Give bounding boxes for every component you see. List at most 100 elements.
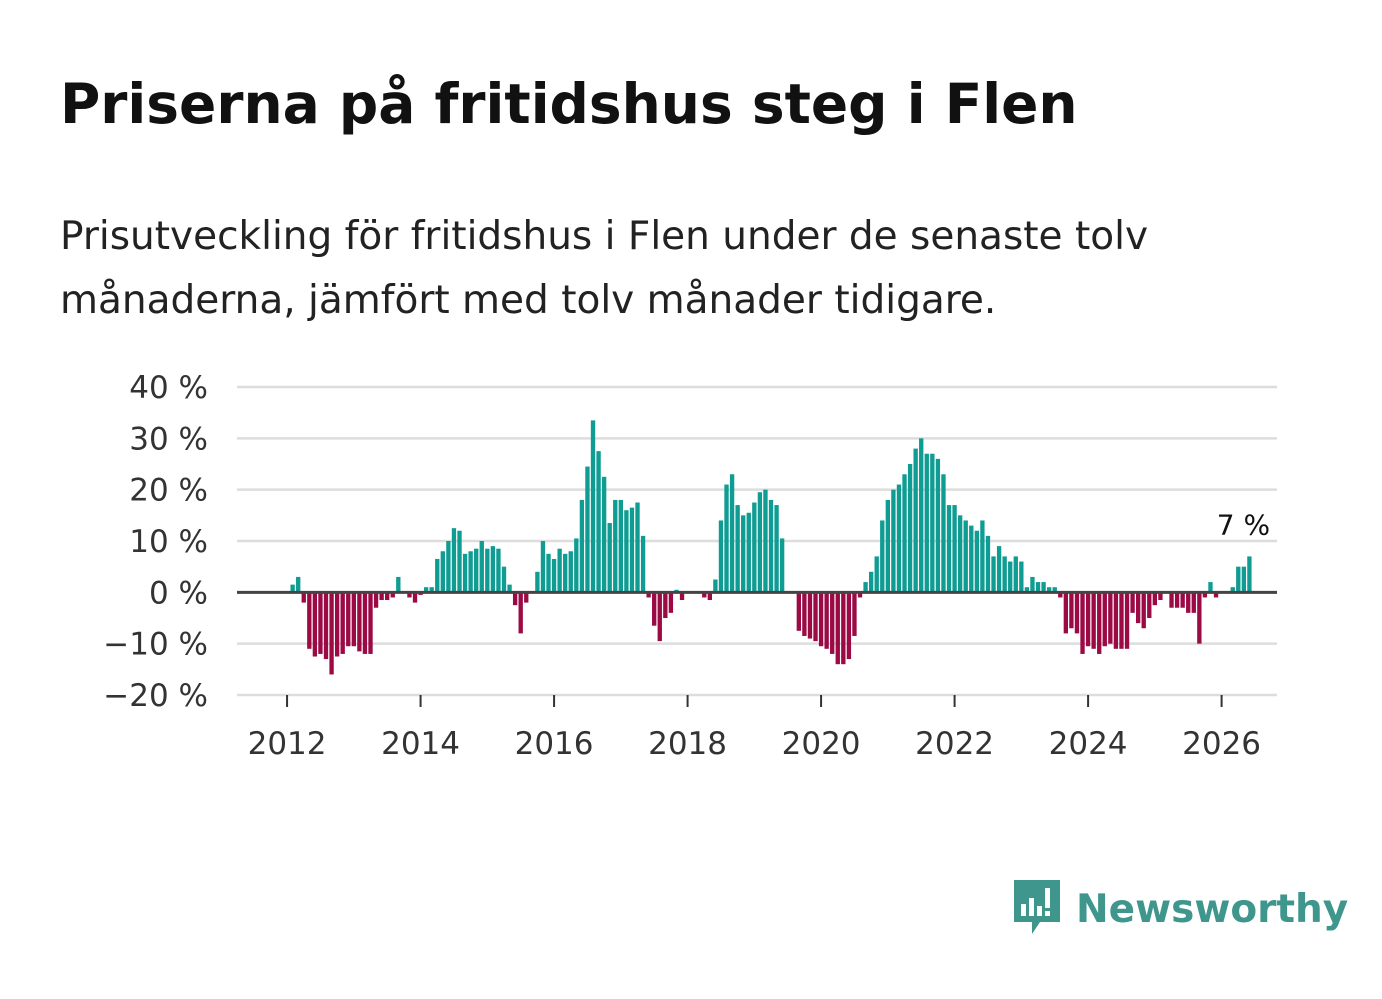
bar	[902, 474, 907, 593]
newsworthy-logo-icon	[1010, 876, 1064, 942]
bar	[924, 453, 929, 593]
bar	[601, 476, 607, 593]
bar	[996, 546, 1002, 593]
bar	[846, 592, 852, 660]
bar	[1080, 592, 1085, 654]
bar	[624, 510, 629, 593]
bar	[1046, 587, 1052, 593]
bar	[713, 579, 718, 593]
bar	[1208, 582, 1213, 593]
bar	[952, 505, 957, 593]
bar	[1147, 592, 1152, 618]
bar	[1063, 592, 1069, 634]
bar	[429, 587, 434, 593]
bar	[479, 541, 484, 593]
bar	[663, 592, 668, 618]
bar	[490, 546, 496, 593]
bar	[451, 528, 457, 593]
bar	[668, 592, 674, 613]
bar	[991, 556, 996, 593]
bar-chart: 40 % 30 % 20 % 10 % 0 % −10 % −20 % 2012 2014 201…	[103, 370, 1277, 762]
bar	[585, 466, 590, 593]
bar	[1008, 561, 1013, 593]
bar	[568, 551, 573, 593]
bar	[312, 592, 318, 657]
bar	[985, 535, 991, 593]
bar	[774, 505, 779, 593]
bar	[1091, 592, 1096, 649]
bar	[1030, 576, 1035, 593]
bar	[390, 592, 395, 598]
bar	[1002, 556, 1007, 593]
bar	[1191, 592, 1196, 613]
bar	[1247, 556, 1252, 593]
bar	[1241, 566, 1247, 593]
y-tick-label: −10 %	[103, 627, 208, 663]
bar	[818, 592, 824, 647]
bar	[1152, 592, 1158, 606]
bar	[435, 558, 440, 593]
bar	[752, 502, 757, 593]
y-tick-label: −20 %	[103, 678, 208, 714]
bar	[607, 523, 612, 593]
bar	[930, 453, 935, 593]
bar	[512, 592, 518, 606]
bar	[729, 474, 735, 593]
bar	[746, 512, 751, 593]
bar	[635, 502, 640, 593]
bar	[1197, 592, 1202, 644]
bar	[446, 541, 451, 593]
bar	[796, 592, 801, 631]
bar	[741, 515, 746, 593]
bar	[368, 592, 373, 654]
x-tick-label: 2026	[1182, 726, 1261, 762]
bar	[440, 551, 445, 593]
bar	[919, 438, 924, 593]
bar	[1158, 592, 1163, 601]
bar	[373, 592, 379, 608]
bar	[613, 499, 618, 593]
chart-subtitle: Prisutveckling för fritidshus i Flen und…	[60, 214, 1149, 323]
bar	[640, 535, 646, 593]
x-tick-label: 2014	[381, 726, 460, 762]
bar	[868, 571, 874, 593]
bar	[1035, 582, 1041, 593]
bar	[652, 592, 657, 626]
bar	[496, 548, 501, 593]
bar	[1074, 592, 1080, 634]
bar	[679, 592, 685, 601]
newsworthy-logo: Newsworthy	[1010, 876, 1348, 942]
bar	[357, 592, 362, 652]
bar	[1169, 592, 1174, 608]
bar	[841, 592, 846, 665]
bar	[423, 587, 429, 593]
bar	[779, 538, 785, 593]
bar	[507, 584, 512, 593]
bar	[824, 592, 829, 649]
bar	[379, 592, 384, 601]
x-tick-label: 2012	[248, 726, 327, 762]
bar	[346, 592, 351, 647]
bar	[724, 484, 729, 593]
bar	[1052, 587, 1057, 593]
bar	[546, 553, 551, 593]
bar	[1174, 592, 1180, 608]
y-tick-label: 0 %	[149, 575, 208, 611]
bar	[1102, 592, 1107, 647]
bar	[1202, 592, 1208, 598]
y-tick-label: 30 %	[129, 421, 208, 457]
bar	[735, 505, 740, 593]
bar	[1130, 592, 1135, 613]
bar	[334, 592, 340, 657]
y-tick-label: 20 %	[129, 473, 208, 509]
axes: 40 % 30 % 20 % 10 % 0 % −10 % −20 % 2012 2014 201…	[103, 370, 1277, 762]
bar	[596, 451, 601, 593]
bar	[407, 592, 412, 598]
bar	[1108, 592, 1113, 644]
bar	[468, 551, 473, 593]
bar	[980, 520, 985, 593]
bar	[1085, 592, 1091, 647]
bar	[557, 548, 562, 593]
bar	[852, 592, 857, 636]
bar	[485, 548, 490, 593]
